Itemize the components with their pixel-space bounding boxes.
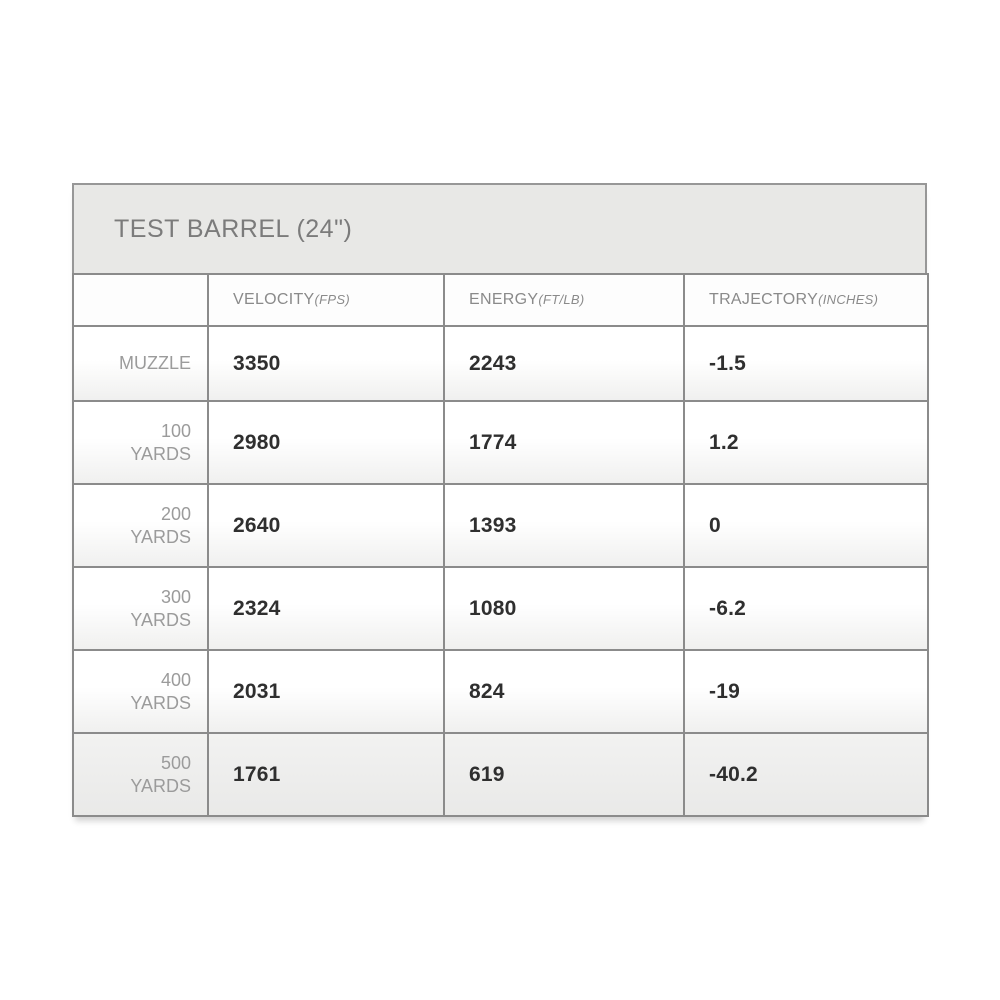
- table-title-bar: TEST BARREL (24"): [72, 183, 927, 273]
- header-velocity-label: VELOCITY: [233, 291, 315, 308]
- velocity-value: 1761: [207, 732, 445, 817]
- table-row-300-yards: 300 YARDS 2324 1080 -6.2: [72, 566, 929, 651]
- header-velocity: VELOCITY(FPS): [207, 273, 445, 327]
- row-label: 400 YARDS: [72, 649, 209, 734]
- header-trajectory-unit: (INCHES): [818, 292, 879, 307]
- header-energy: ENERGY(FT/LB): [443, 273, 685, 327]
- energy-value: 2243: [443, 325, 685, 402]
- velocity-value: 2324: [207, 566, 445, 651]
- row-label: 200 YARDS: [72, 483, 209, 568]
- row-label: 100 YARDS: [72, 400, 209, 485]
- trajectory-value: 1.2: [683, 400, 929, 485]
- ballistics-table: VELOCITY(FPS) ENERGY(FT/LB) TRAJECTORY(I…: [72, 273, 929, 817]
- table-header-row: VELOCITY(FPS) ENERGY(FT/LB) TRAJECTORY(I…: [72, 273, 929, 327]
- table-row-500-yards: 500 YARDS 1761 619 -40.2: [72, 732, 929, 817]
- table-row-100-yards: 100 YARDS 2980 1774 1.2: [72, 400, 929, 485]
- row-label: MUZZLE: [72, 325, 209, 402]
- energy-value: 1080: [443, 566, 685, 651]
- energy-value: 1774: [443, 400, 685, 485]
- energy-value: 1393: [443, 483, 685, 568]
- trajectory-value: -6.2: [683, 566, 929, 651]
- table-title: TEST BARREL (24"): [114, 214, 353, 243]
- energy-value: 619: [443, 732, 685, 817]
- velocity-value: 2640: [207, 483, 445, 568]
- trajectory-value: -40.2: [683, 732, 929, 817]
- row-label: 300 YARDS: [72, 566, 209, 651]
- header-trajectory: TRAJECTORY(INCHES): [683, 273, 929, 327]
- row-label: 500 YARDS: [72, 732, 209, 817]
- energy-value: 824: [443, 649, 685, 734]
- velocity-value: 2980: [207, 400, 445, 485]
- velocity-value: 2031: [207, 649, 445, 734]
- table-row-400-yards: 400 YARDS 2031 824 -19: [72, 649, 929, 734]
- trajectory-value: -1.5: [683, 325, 929, 402]
- header-trajectory-label: TRAJECTORY: [709, 291, 819, 308]
- header-velocity-unit: (FPS): [314, 292, 350, 307]
- table-row-200-yards: 200 YARDS 2640 1393 0: [72, 483, 929, 568]
- table-row-muzzle: MUZZLE 3350 2243 -1.5: [72, 325, 929, 402]
- header-energy-unit: (FT/LB): [538, 292, 585, 307]
- trajectory-value: -19: [683, 649, 929, 734]
- ballistics-table-widget: TEST BARREL (24") VELOCITY(FPS) ENERGY(F…: [72, 183, 929, 817]
- velocity-value: 3350: [207, 325, 445, 402]
- header-energy-label: ENERGY: [469, 291, 539, 308]
- header-empty-cell: [72, 273, 209, 327]
- trajectory-value: 0: [683, 483, 929, 568]
